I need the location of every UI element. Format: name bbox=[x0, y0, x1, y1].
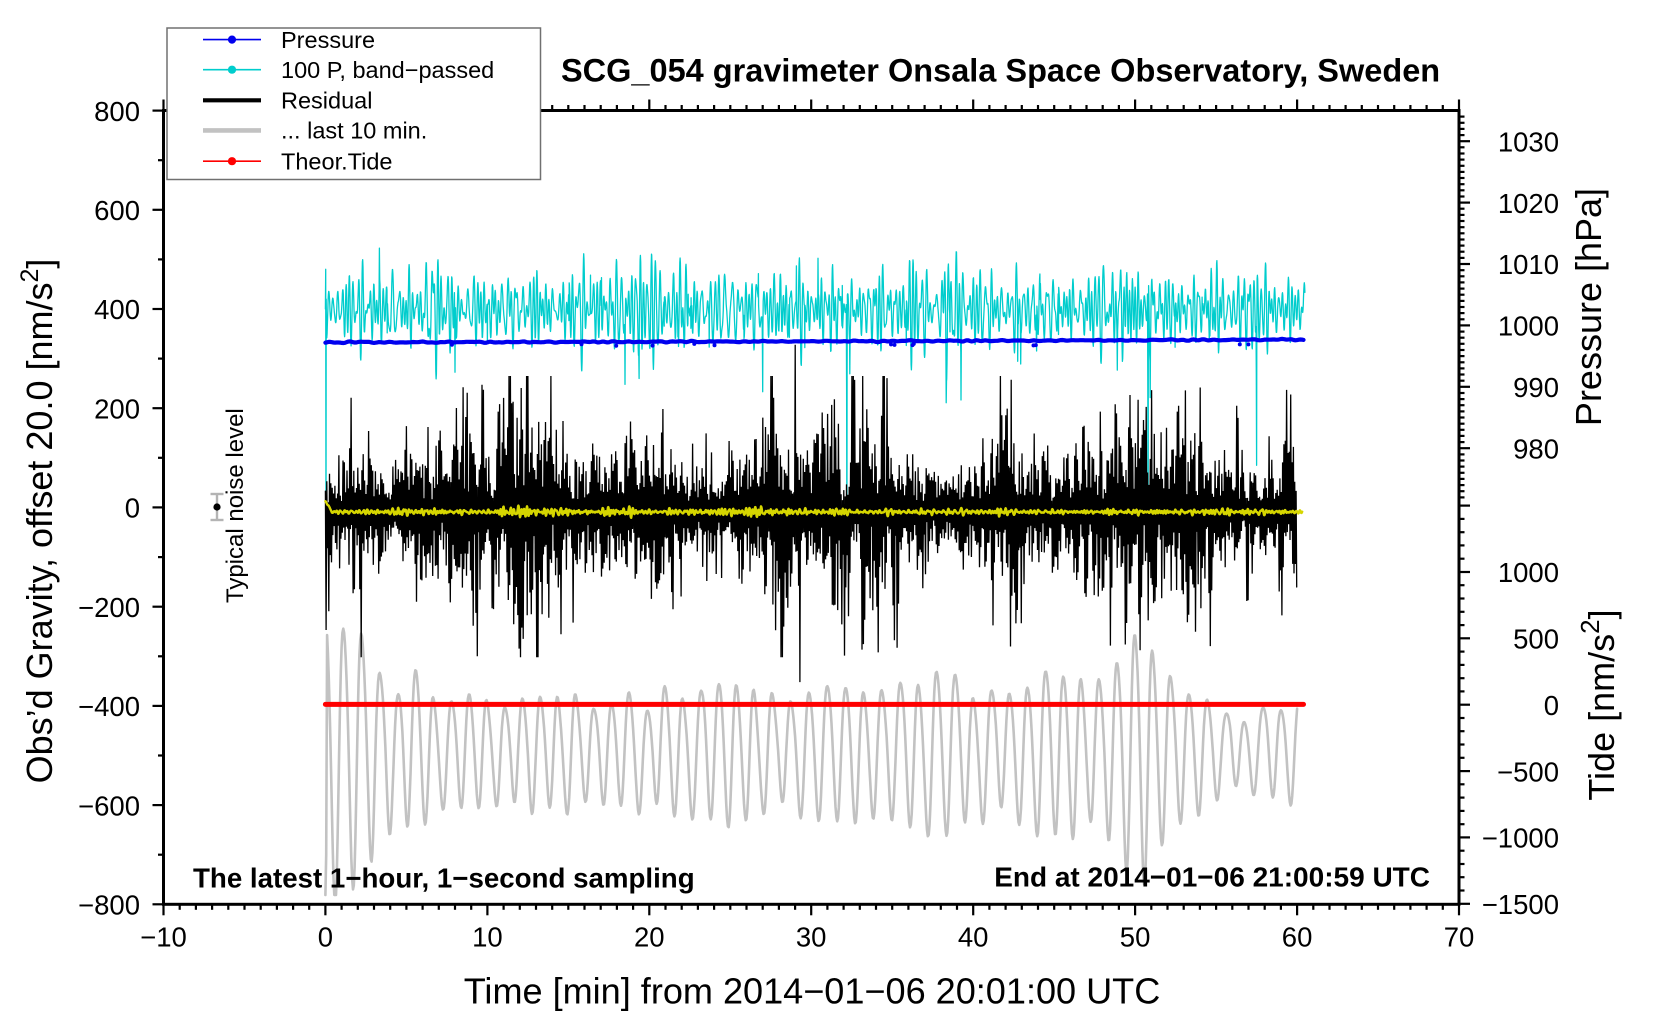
svg-text:1020: 1020 bbox=[1498, 188, 1559, 219]
svg-text:Theor.Tide: Theor.Tide bbox=[281, 148, 392, 174]
svg-text:Residual: Residual bbox=[281, 88, 372, 114]
svg-text:980: 980 bbox=[1513, 433, 1559, 464]
svg-text:−600: −600 bbox=[78, 790, 140, 821]
svg-text:0: 0 bbox=[1544, 690, 1559, 721]
svg-text:The latest 1−hour, 1−second sa: The latest 1−hour, 1−second sampling bbox=[193, 863, 695, 894]
svg-text:200: 200 bbox=[94, 393, 140, 424]
svg-text:1000: 1000 bbox=[1498, 557, 1559, 588]
svg-text:800: 800 bbox=[94, 96, 140, 127]
svg-text:70: 70 bbox=[1444, 922, 1475, 953]
svg-text:0: 0 bbox=[318, 922, 333, 953]
svg-text:End at 2014−01−06 21:00:59 UTC: End at 2014−01−06 21:00:59 UTC bbox=[994, 862, 1430, 893]
svg-text:30: 30 bbox=[796, 922, 827, 953]
svg-text:0: 0 bbox=[125, 493, 140, 524]
svg-text:−400: −400 bbox=[78, 691, 140, 722]
svg-text:... last 10 min.: ... last 10 min. bbox=[281, 118, 427, 144]
svg-text:1030: 1030 bbox=[1498, 126, 1559, 157]
svg-text:1000: 1000 bbox=[1498, 311, 1559, 342]
svg-text:−200: −200 bbox=[78, 592, 140, 623]
svg-text:400: 400 bbox=[94, 294, 140, 325]
svg-text:Time [min] from 2014−01−06 20:: Time [min] from 2014−01−06 20:01:00 UTC bbox=[464, 971, 1161, 1012]
svg-text:60: 60 bbox=[1282, 922, 1313, 953]
svg-text:Obs’d Gravity, offset 20.0 [nm: Obs’d Gravity, offset 20.0 [nm/s2] bbox=[16, 259, 60, 784]
svg-text:990: 990 bbox=[1513, 372, 1559, 403]
svg-text:−1000: −1000 bbox=[1482, 823, 1559, 854]
svg-text:Pressure [hPa]: Pressure [hPa] bbox=[1568, 188, 1609, 426]
svg-text:20: 20 bbox=[634, 922, 665, 953]
svg-text:Pressure: Pressure bbox=[281, 27, 375, 53]
svg-text:100 P, band−passed: 100 P, band−passed bbox=[281, 57, 494, 83]
svg-text:SCG_054 gravimeter Onsala Spac: SCG_054 gravimeter Onsala Space Observat… bbox=[561, 53, 1440, 89]
svg-text:1010: 1010 bbox=[1498, 249, 1559, 280]
svg-text:40: 40 bbox=[958, 922, 989, 953]
svg-text:50: 50 bbox=[1120, 922, 1151, 953]
svg-text:10: 10 bbox=[472, 922, 503, 953]
svg-text:−1500: −1500 bbox=[1482, 889, 1559, 920]
svg-text:−10: −10 bbox=[140, 922, 187, 953]
svg-text:−800: −800 bbox=[78, 890, 140, 921]
svg-text:500: 500 bbox=[1513, 624, 1559, 655]
svg-text:600: 600 bbox=[94, 195, 140, 226]
svg-text:Typical noise level: Typical noise level bbox=[222, 408, 249, 603]
svg-text:−500: −500 bbox=[1497, 756, 1559, 787]
svg-text:Tide [nm/s2]: Tide [nm/s2] bbox=[1575, 609, 1622, 800]
